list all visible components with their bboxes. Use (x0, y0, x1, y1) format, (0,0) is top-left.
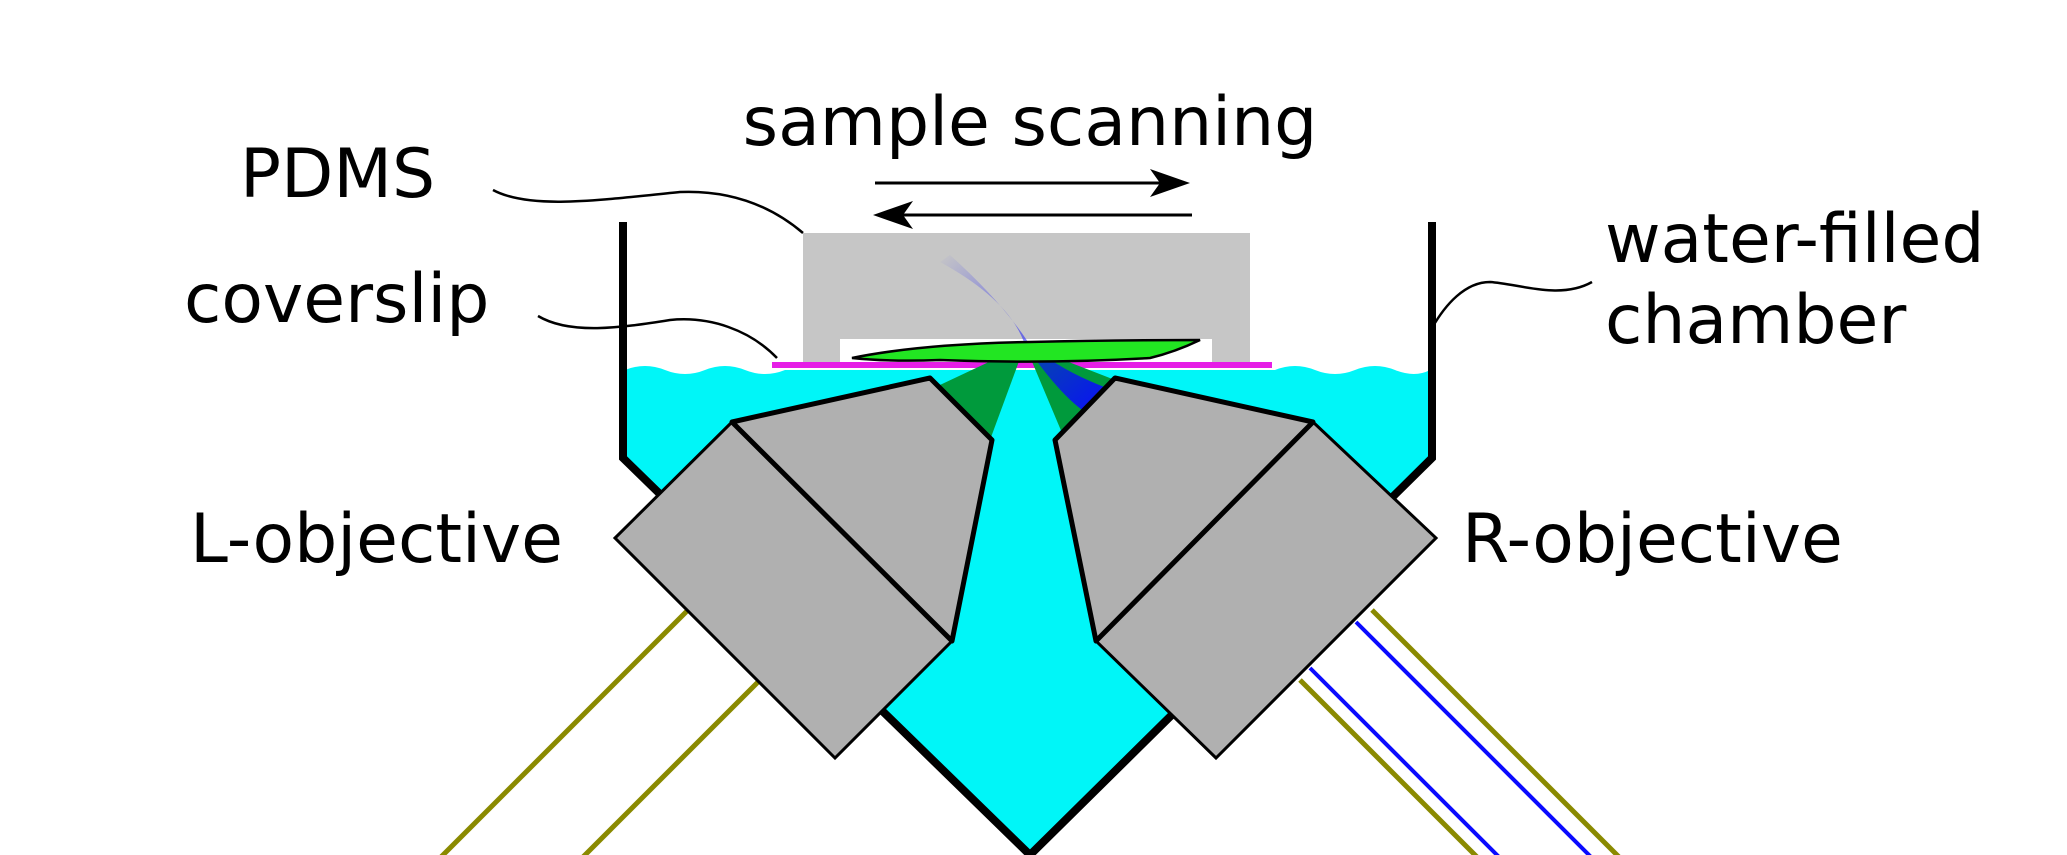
chamber-leader-line (1430, 280, 1593, 329)
pdms-block (803, 233, 1250, 364)
water-filled-chamber-wall (619, 222, 1436, 855)
left-objective (612, 375, 995, 761)
left-objective-tip (729, 375, 995, 644)
right-objective (1052, 375, 1439, 761)
scan-arrow-right-head (1150, 169, 1190, 197)
sample (851, 338, 1201, 363)
scanning-arrows (873, 169, 1192, 229)
left-beam-lines (439, 608, 762, 855)
right-objective-tip (1052, 375, 1316, 644)
left-objective-label: L-objective (190, 500, 563, 579)
scanning-label: sample scanning (743, 83, 1318, 162)
pdms-leader-line (492, 188, 804, 234)
scan-arrow-left-head (873, 201, 913, 229)
right-beam-lines (1298, 608, 1621, 855)
left-detection-cone (925, 345, 1025, 440)
coverslip (772, 362, 1272, 368)
chamber-label-line2: chamber (1605, 281, 1906, 360)
coverslip-leader-line (537, 314, 778, 359)
right-objective-label: R-objective (1462, 500, 1843, 579)
coverslip-label: coverslip (184, 260, 489, 339)
pdms-label: PDMS (240, 135, 435, 214)
chamber-label-line1: water-filled (1605, 200, 1985, 279)
